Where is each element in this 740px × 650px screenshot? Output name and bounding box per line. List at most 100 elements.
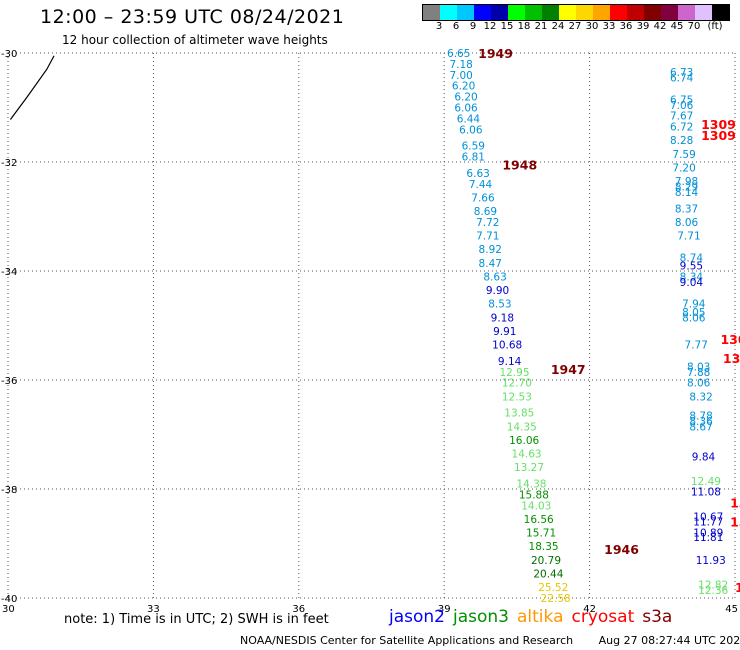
- wave-height-value: 8.92: [479, 244, 502, 256]
- colorbar-swatch: [474, 5, 491, 20]
- satellite-legend: jason2 jason3 altika cryosat s3a: [389, 607, 680, 627]
- wave-height-value: 6.20: [452, 81, 475, 93]
- wave-height-value: 8.63: [483, 271, 506, 283]
- wave-height-value: 13.27: [514, 462, 544, 474]
- legend-jason3: jason3: [453, 607, 509, 627]
- colorbar-swatch: [644, 5, 661, 20]
- wave-height-value: 8.78: [689, 410, 712, 422]
- lon-tick-label: 36: [292, 604, 305, 615]
- wave-height-colorbar: [422, 4, 730, 21]
- wave-height-value: 8.03: [687, 361, 710, 373]
- wave-height-value: 8.67: [689, 421, 712, 433]
- colorbar-label: 39: [636, 21, 650, 32]
- colorbar-label: 6: [452, 21, 460, 32]
- wave-height-value: 7.88: [687, 367, 710, 379]
- lat-tick-label: -34: [1, 267, 17, 278]
- wave-height-value: 6.72: [670, 122, 693, 134]
- wave-height-value: 8.14: [675, 187, 699, 199]
- wave-height-value: 20.79: [531, 555, 561, 567]
- wave-height-value: 6.81: [462, 152, 485, 164]
- wave-height-value: 20.44: [533, 568, 563, 580]
- wave-height-value: 9.91: [493, 326, 516, 338]
- legend-s3a: s3a: [642, 607, 673, 627]
- colorbar-label: 42: [653, 21, 667, 32]
- wave-height-value: 12.82: [698, 579, 728, 591]
- lat-tick-label: -36: [1, 376, 17, 387]
- wave-height-value: 7.72: [476, 217, 499, 229]
- legend-cryosat: cryosat: [571, 607, 635, 627]
- wave-height-value: 16.56: [524, 514, 554, 526]
- colorbar-label: 15: [500, 21, 514, 32]
- lat-tick-label: -40: [1, 594, 17, 605]
- wave-height-value: 8.05: [682, 307, 705, 319]
- colorbar-label: 30: [585, 21, 599, 32]
- colorbar-swatch: [457, 5, 474, 20]
- wave-height-value: 10.68: [492, 340, 522, 352]
- wave-height-value: 14.03: [521, 500, 551, 512]
- wave-height-value: 13.85: [504, 408, 534, 420]
- coastline-segment: [9, 55, 55, 120]
- colorbar-swatch: [423, 5, 440, 20]
- wave-height-value: 7.20: [672, 162, 695, 174]
- map-title: 12:00 – 23:59 UTC 08/24/2021: [40, 6, 345, 28]
- wave-height-value: 10.67: [693, 511, 723, 523]
- wave-height-value: 11.93: [696, 555, 726, 567]
- wave-height-value: 9.18: [491, 312, 514, 324]
- lat-tick-label: -38: [1, 485, 17, 496]
- lon-tick-label: 42: [583, 604, 596, 615]
- axis-labels: 30 33 36 39 42 45 -30 -32 -34 -36 -38 -40: [1, 49, 738, 615]
- wave-height-value: 6.75: [670, 94, 693, 106]
- wave-height-value: 7.18: [449, 59, 472, 71]
- lon-tick-label: 39: [438, 604, 451, 615]
- wave-height-value: 9.55: [680, 261, 703, 273]
- colorbar-swatch: [593, 5, 610, 20]
- colorbar-label: 27: [568, 21, 582, 32]
- colorbar-label: 3: [435, 21, 443, 32]
- wave-height-value: 8.32: [689, 391, 712, 403]
- wave-height-value: 22.58: [541, 593, 571, 605]
- wave-height-value: 11.08: [691, 487, 721, 499]
- lon-tick-label: 33: [147, 604, 160, 615]
- wave-height-value: 8.37: [675, 203, 698, 215]
- colorbar-labels: 3 6 9 12 15 18 21 24 27 30 33 36 39 42 45 70 (ft): [422, 21, 740, 33]
- wave-height-value: 8.47: [479, 258, 502, 270]
- wave-height-value: 8.06: [687, 378, 711, 390]
- wave-height-value: 8.53: [488, 299, 511, 311]
- wave-height-value: 7.59: [672, 149, 695, 161]
- wave-height-value: 12.49: [691, 476, 721, 488]
- wave-height-value: 8.06: [682, 312, 706, 324]
- colorbar-swatch: [508, 5, 525, 20]
- lon-tick-label: 45: [725, 604, 738, 615]
- track-id-label: 13: [730, 515, 740, 530]
- wave-height-value: 14.35: [507, 421, 537, 433]
- colorbar-label: 70: [687, 21, 701, 32]
- track-id-label: 1308: [723, 351, 740, 366]
- wave-height-value: 6.63: [466, 168, 489, 180]
- lat-tick-label: -30: [1, 49, 17, 60]
- colorbar-label: 18: [517, 21, 531, 32]
- wave-height-value: 8.74: [680, 252, 704, 264]
- wave-height-value: 8.36: [689, 416, 713, 428]
- colorbar-swatch: [525, 5, 542, 20]
- wave-height-value: 15.88: [519, 489, 549, 501]
- wave-height-value: 12.95: [499, 367, 529, 379]
- legend-jason2: jason2: [389, 607, 445, 627]
- wave-height-value: 9.04: [680, 277, 704, 289]
- wave-height-value: 12.70: [502, 378, 532, 390]
- wave-height-value: 7.98: [675, 176, 698, 188]
- wave-height-value: 7.94: [682, 299, 706, 311]
- wave-height-value: 25.52: [538, 582, 568, 594]
- colorbar-label: 36: [619, 21, 633, 32]
- wave-height-value: 15.71: [526, 528, 556, 540]
- wave-height-value: 11.77: [693, 517, 723, 529]
- units-note: note: 1) Time is in UTC; 2) SWH is in fe…: [64, 612, 329, 627]
- wave-height-value: 7.77: [685, 340, 708, 352]
- colorbar-swatch: [610, 5, 627, 20]
- wave-height-value: 9.14: [498, 356, 522, 368]
- track-id-label: 1949: [478, 46, 513, 61]
- wave-height-value: 8.34: [680, 271, 704, 283]
- colorbar-swatch: [576, 5, 593, 20]
- wave-height-value: 14.38: [516, 479, 546, 491]
- colorbar-label: 24: [551, 21, 565, 32]
- generation-timestamp: Aug 27 08:27:44 UTC 2021: [598, 634, 740, 647]
